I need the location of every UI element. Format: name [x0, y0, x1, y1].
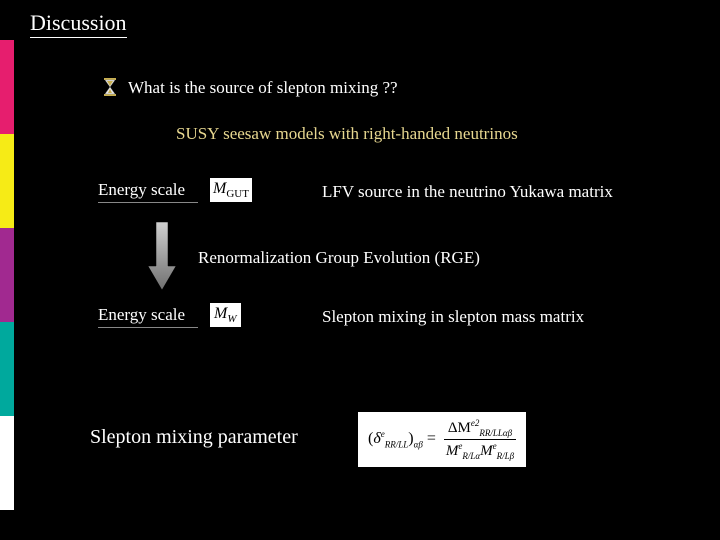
color-sidebar [0, 40, 14, 510]
sidebar-seg-5 [0, 416, 14, 510]
slepton-mass-text: Slepton mixing in slepton mass matrix [322, 307, 584, 327]
rge-text: Renormalization Group Evolution (RGE) [198, 248, 480, 268]
energy-scale-label-2: Energy scale [98, 305, 198, 328]
page-title: Discussion [30, 10, 127, 38]
hourglass-icon [102, 78, 118, 96]
mixing-parameter-formula: (δeRR/LL)αβ = ΔMe2RR/LLαβMeR/LαMeR/Lβ [358, 412, 526, 467]
question-text: What is the source of slepton mixing ?? [128, 78, 398, 98]
sidebar-seg-2 [0, 134, 14, 228]
susy-model-line: SUSY seesaw models with right-handed neu… [176, 124, 518, 144]
sidebar-seg-4 [0, 322, 14, 416]
mixing-parameter-label: Slepton mixing parameter [90, 426, 298, 449]
lfv-source-text: LFV source in the neutrino Yukawa matrix [322, 182, 613, 202]
m-gut-symbol: MGUT [210, 178, 252, 202]
energy-scale-label-1: Energy scale [98, 180, 198, 203]
down-arrow-icon [148, 222, 176, 290]
m-w-symbol: MW [210, 303, 241, 327]
sidebar-seg-3 [0, 228, 14, 322]
sidebar-seg-1 [0, 40, 14, 134]
